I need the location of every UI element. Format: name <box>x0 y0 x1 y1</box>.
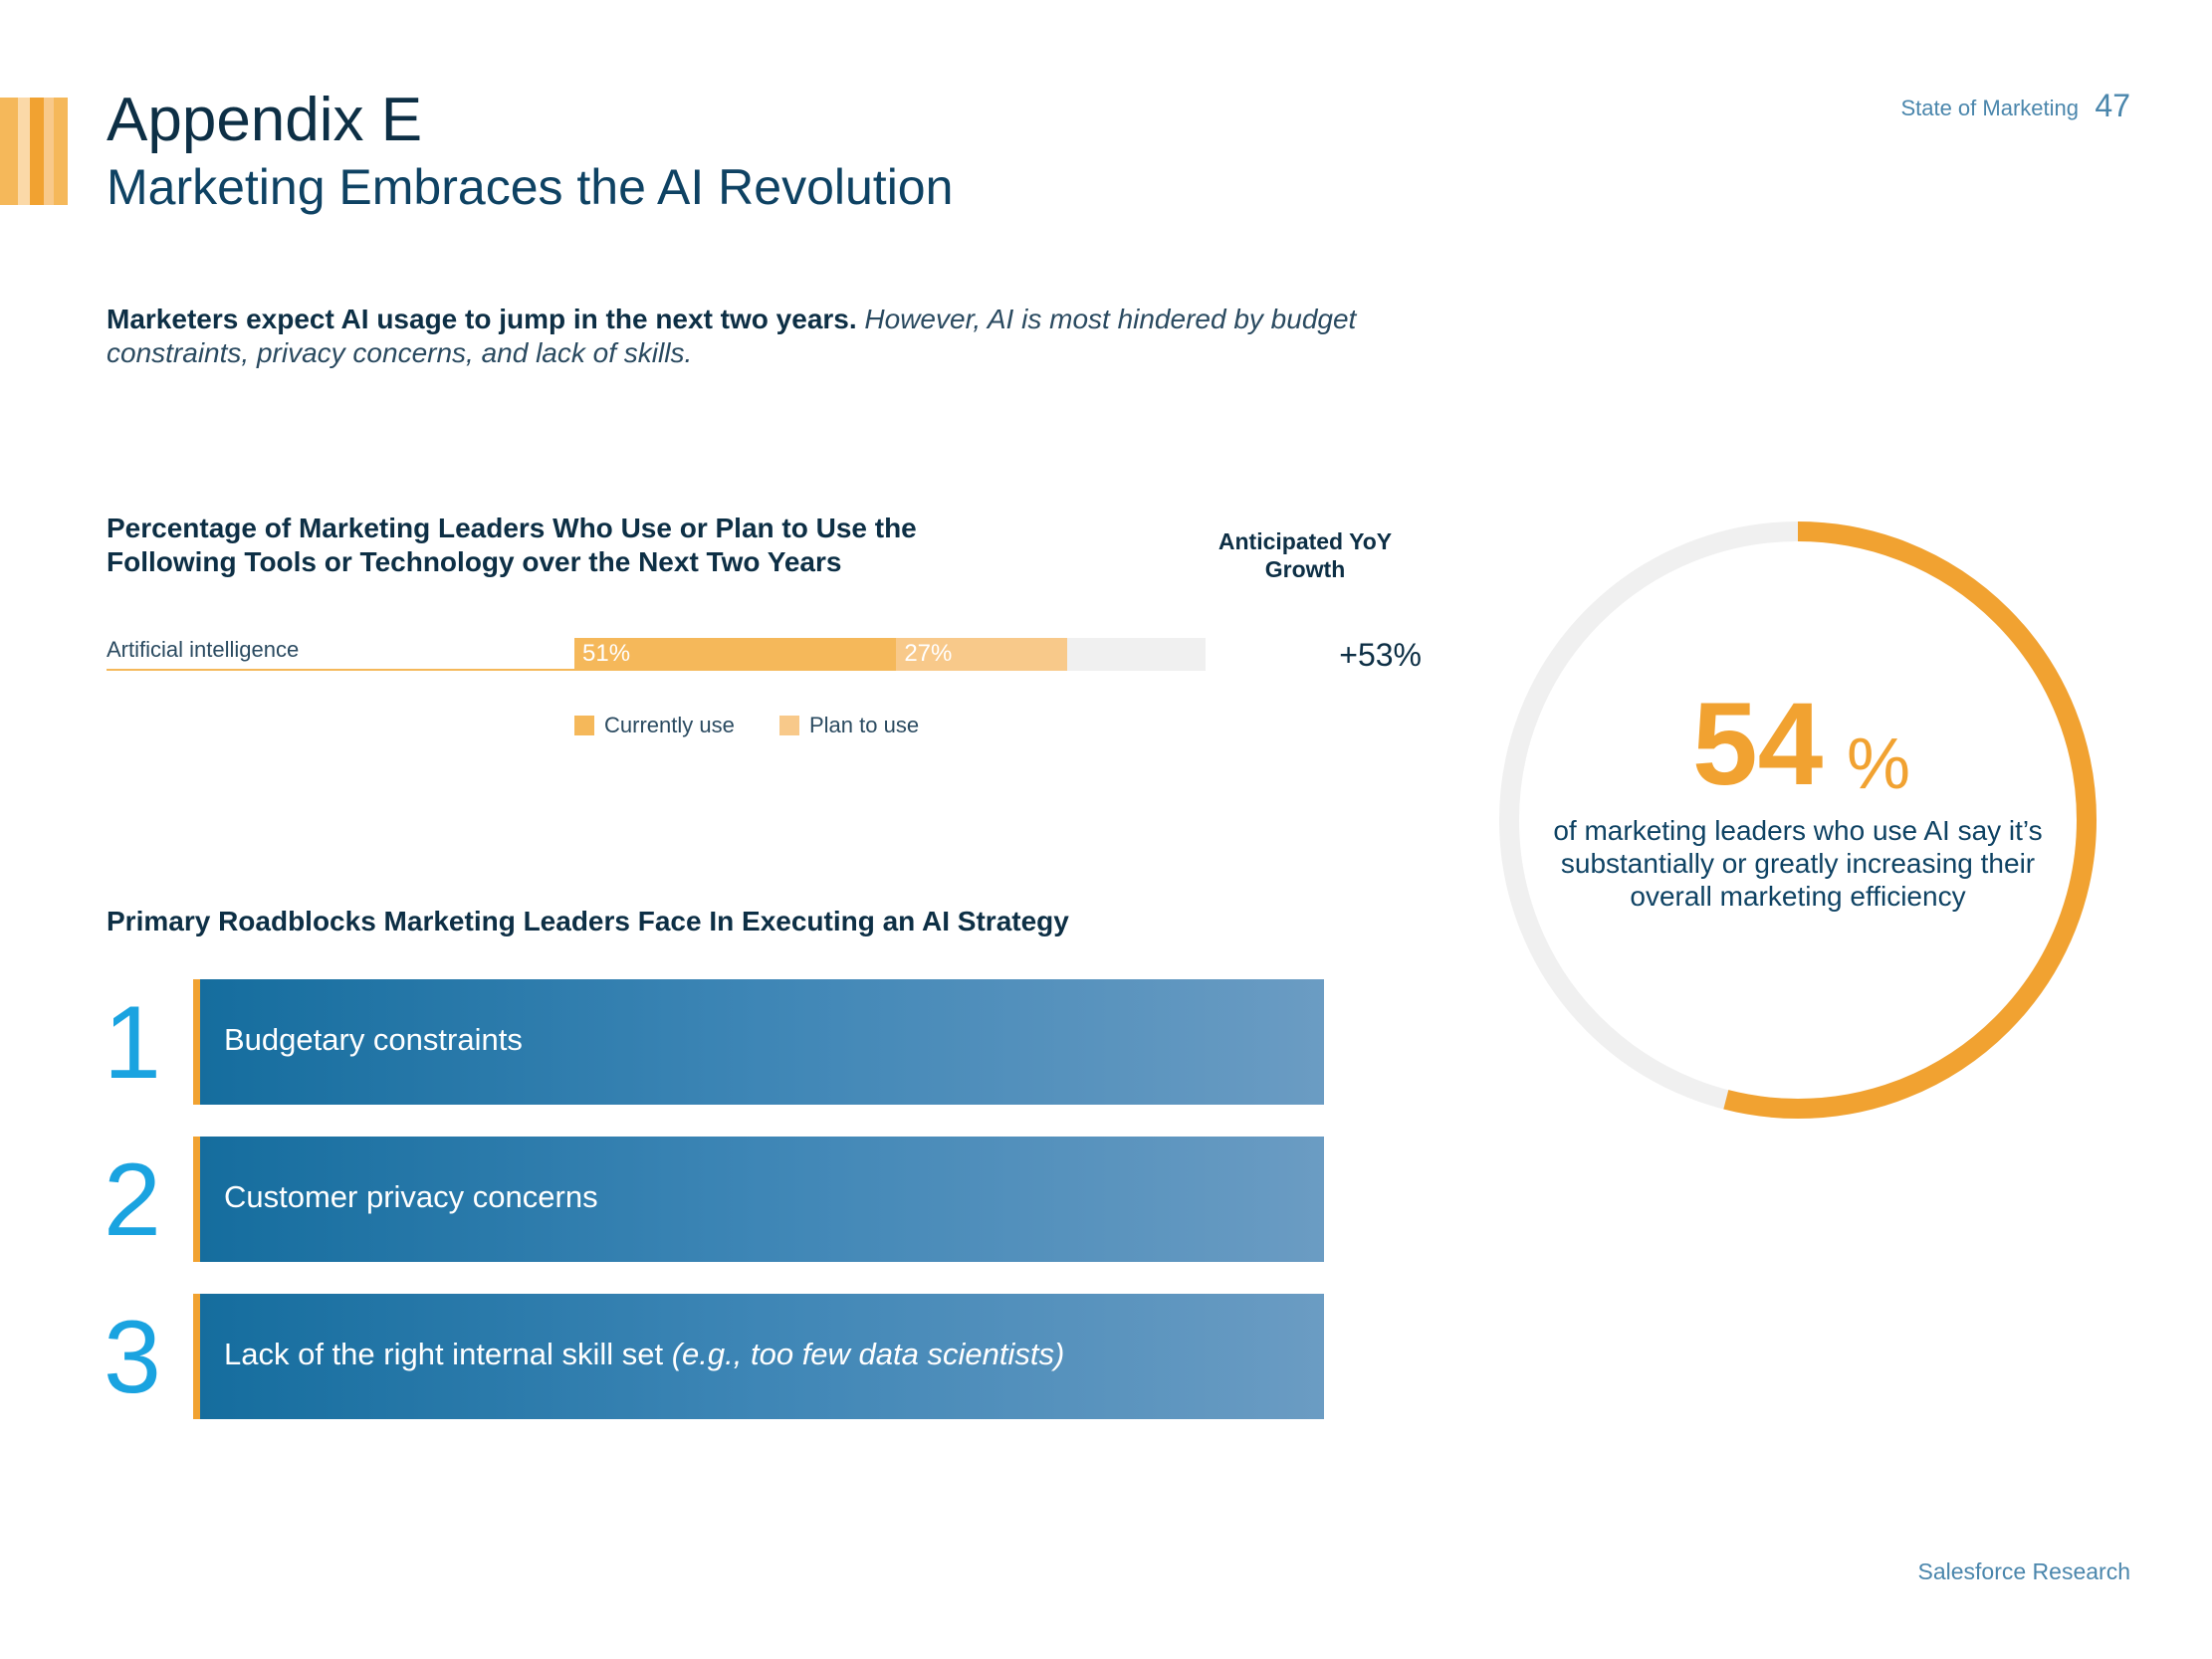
stat-value: 54 <box>1692 679 1824 810</box>
page-title: Appendix E <box>107 86 423 154</box>
running-head: State of Marketing <box>1900 96 2079 120</box>
growth-column-header: Anticipated YoY Growth <box>1217 528 1393 582</box>
legend-label-plan-to-use: Plan to use <box>809 713 920 737</box>
stat-unit: % <box>1847 725 1911 804</box>
roadblock-note-3: (e.g., too few data scientists) <box>671 1337 1065 1371</box>
roadblock-rank-3: 3 <box>104 1300 161 1415</box>
donut-value-arc <box>1499 521 2097 1119</box>
bar-leader-line <box>107 669 574 671</box>
bar-track: 51% 27% <box>574 638 1206 671</box>
roadblock-label-1: Budgetary constraints <box>224 1022 523 1057</box>
legend-item-currently-use: Currently use <box>574 713 735 738</box>
page-number: 47 <box>2095 88 2130 123</box>
efficiency-donut-chart <box>1499 521 2097 1119</box>
stat-caption: of marketing leaders who use AI say it’s… <box>1553 815 2043 912</box>
roadblock-rank-2: 2 <box>104 1142 161 1258</box>
growth-value: +53% <box>1339 637 1422 673</box>
bar-category-label: Artificial intelligence <box>107 637 300 662</box>
bar-value-label-currently-use: 51% <box>582 640 631 667</box>
roadblock-bar-2: Customer privacy concerns <box>193 1137 1324 1262</box>
bar-value-label-plan-to-use: 27% <box>904 640 953 667</box>
intro-paragraph: Marketers expect AI usage to jump in the… <box>107 303 1401 370</box>
bar-segment-currently-use: 51% <box>574 638 897 671</box>
legend-swatch-plan-to-use <box>779 716 799 735</box>
roadblock-rank-1: 1 <box>104 985 161 1101</box>
legend-label-currently-use: Currently use <box>604 713 735 737</box>
header-stripes-decoration <box>0 98 68 205</box>
roadblock-label-2: Customer privacy concerns <box>224 1179 598 1214</box>
legend-item-plan-to-use: Plan to use <box>779 713 919 738</box>
roadblock-label-3: Lack of the right internal skill set <box>224 1337 664 1371</box>
legend-swatch-currently-use <box>574 716 594 735</box>
roadblocks-title: Primary Roadblocks Marketing Leaders Fac… <box>107 906 1069 936</box>
roadblock-bar-3: Lack of the right internal skill set (e.… <box>193 1294 1324 1419</box>
bar-segment-plan-to-use: 27% <box>896 638 1067 671</box>
roadblock-bar-1: Budgetary constraints <box>193 979 1324 1105</box>
footer-source: Salesforce Research <box>1917 1558 2131 1584</box>
intro-bold-text: Marketers expect AI usage to jump in the… <box>107 304 857 334</box>
page-subtitle: Marketing Embraces the AI Revolution <box>107 159 954 215</box>
intro-italic-text: However, AI is most hindered by budget c… <box>107 304 1357 368</box>
tools-chart-title: Percentage of Marketing Leaders Who Use … <box>107 513 917 577</box>
